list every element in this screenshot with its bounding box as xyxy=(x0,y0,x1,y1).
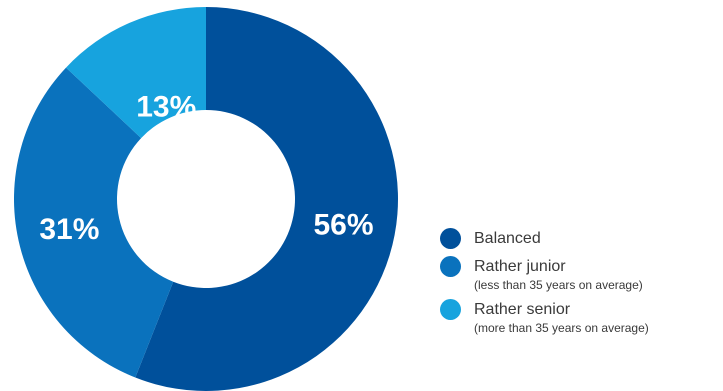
legend-swatch-rather-junior xyxy=(440,256,461,277)
slice-rather-senior xyxy=(66,7,206,139)
legend-item-balanced: Balanced xyxy=(440,228,723,250)
legend-label-balanced: Balanced xyxy=(474,230,541,247)
value-label-balanced: 56% xyxy=(313,209,373,242)
legend-swatch-balanced xyxy=(440,228,461,249)
value-label-rather-junior: 31% xyxy=(39,213,99,246)
donut-chart-svg: 56% 31% 13% xyxy=(13,7,399,391)
legend-swatch-rather-senior xyxy=(440,299,461,320)
slice-balanced xyxy=(135,7,399,391)
legend-label-rather-junior: Rather junior xyxy=(474,258,566,275)
value-label-rather-senior: 13% xyxy=(136,91,196,124)
legend-item-rather-senior: Rather senior (more than 35 years on ave… xyxy=(440,299,723,336)
legend-item-rather-junior: Rather junior (less than 35 years on ave… xyxy=(440,256,723,293)
legend: Balanced Rather junior (less than 35 yea… xyxy=(440,228,723,342)
slice-rather-junior xyxy=(13,67,174,378)
legend-note-rather-junior: (less than 35 years on average) xyxy=(474,278,643,292)
legend-label-rather-senior: Rather senior xyxy=(474,301,571,318)
slices-group xyxy=(13,7,399,391)
legend-note-rather-senior: (more than 35 years on average) xyxy=(474,321,649,335)
value-labels-group: 56% 31% 13% xyxy=(39,91,373,246)
